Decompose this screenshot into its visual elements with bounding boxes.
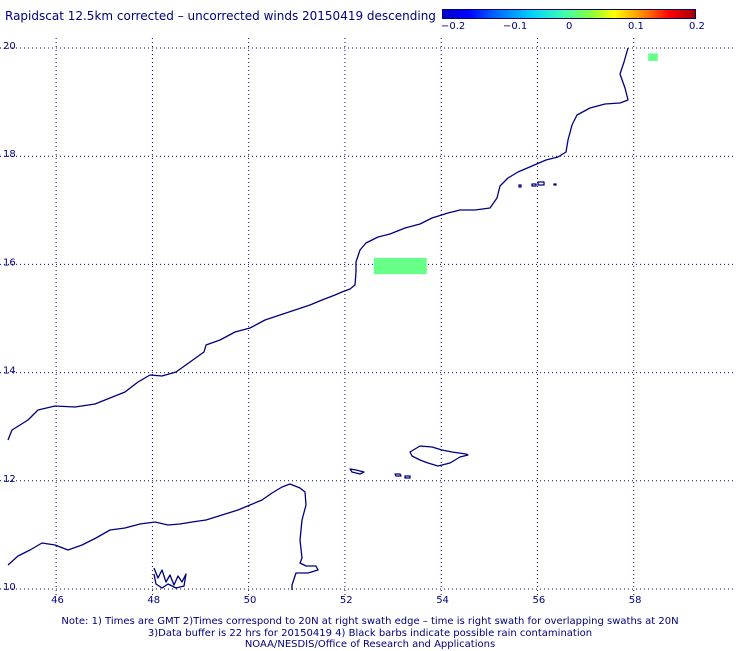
graticule xyxy=(0,38,734,595)
coastal-marsh xyxy=(153,567,187,589)
footer-notes: Note: 1) Times are GMT 2)Times correspon… xyxy=(0,616,740,651)
note-line: Note: 1) Times are GMT 2)Times correspon… xyxy=(61,616,679,627)
longitude-tick-label: 48 xyxy=(147,595,160,606)
african-coastline xyxy=(7,483,319,590)
longitude-labels: 46 48 50 52 54 56 58 xyxy=(51,595,641,606)
colorbar-tick-label: −0.1 xyxy=(503,21,528,32)
island xyxy=(349,468,365,475)
colorbar xyxy=(442,9,696,19)
longitude-tick-label: 50 xyxy=(244,595,257,606)
colorbar-tick-label: 0.2 xyxy=(689,21,705,32)
wind-difference-cell xyxy=(373,257,427,275)
latitude-tick-label: 14 xyxy=(3,366,16,377)
longitude-tick-label: 54 xyxy=(436,595,449,606)
longitude-tick-label: 58 xyxy=(629,595,642,606)
latitude-tick-label: 12 xyxy=(3,474,16,485)
island xyxy=(531,183,537,187)
island xyxy=(394,473,402,477)
colorbar-tick-label: 0 xyxy=(566,21,573,32)
island xyxy=(404,475,411,479)
arabian-coastline xyxy=(7,47,629,441)
longitude-tick-label: 56 xyxy=(532,595,545,606)
note-line: 3)Data buffer is 22 hrs for 20150419 4) … xyxy=(147,627,593,639)
island xyxy=(537,181,545,186)
wind-difference-cell xyxy=(648,53,658,61)
latitude-tick-label: 16 xyxy=(3,257,16,268)
colorbar-tick-label: −0.2 xyxy=(441,21,466,32)
longitude-tick-label: 52 xyxy=(340,595,353,606)
coastline xyxy=(7,47,629,590)
note-line: NOAA/NESDIS/Office of Research and Appli… xyxy=(244,639,496,650)
latitude-tick-label: 18 xyxy=(3,149,16,160)
map-title: Rapidscat 12.5km corrected – uncorrected… xyxy=(5,9,436,23)
longitude-tick-label: 46 xyxy=(51,595,64,606)
island xyxy=(518,184,522,188)
island xyxy=(553,183,557,186)
latitude-tick-label: 20 xyxy=(3,41,16,52)
latitude-tick-label: 10 xyxy=(3,582,16,593)
wind-difference-patches xyxy=(373,53,658,275)
socotra-island xyxy=(409,445,469,467)
colorbar-tick-label: 0.1 xyxy=(628,21,644,32)
latitude-labels: 10 12 14 16 18 20 xyxy=(3,41,16,593)
